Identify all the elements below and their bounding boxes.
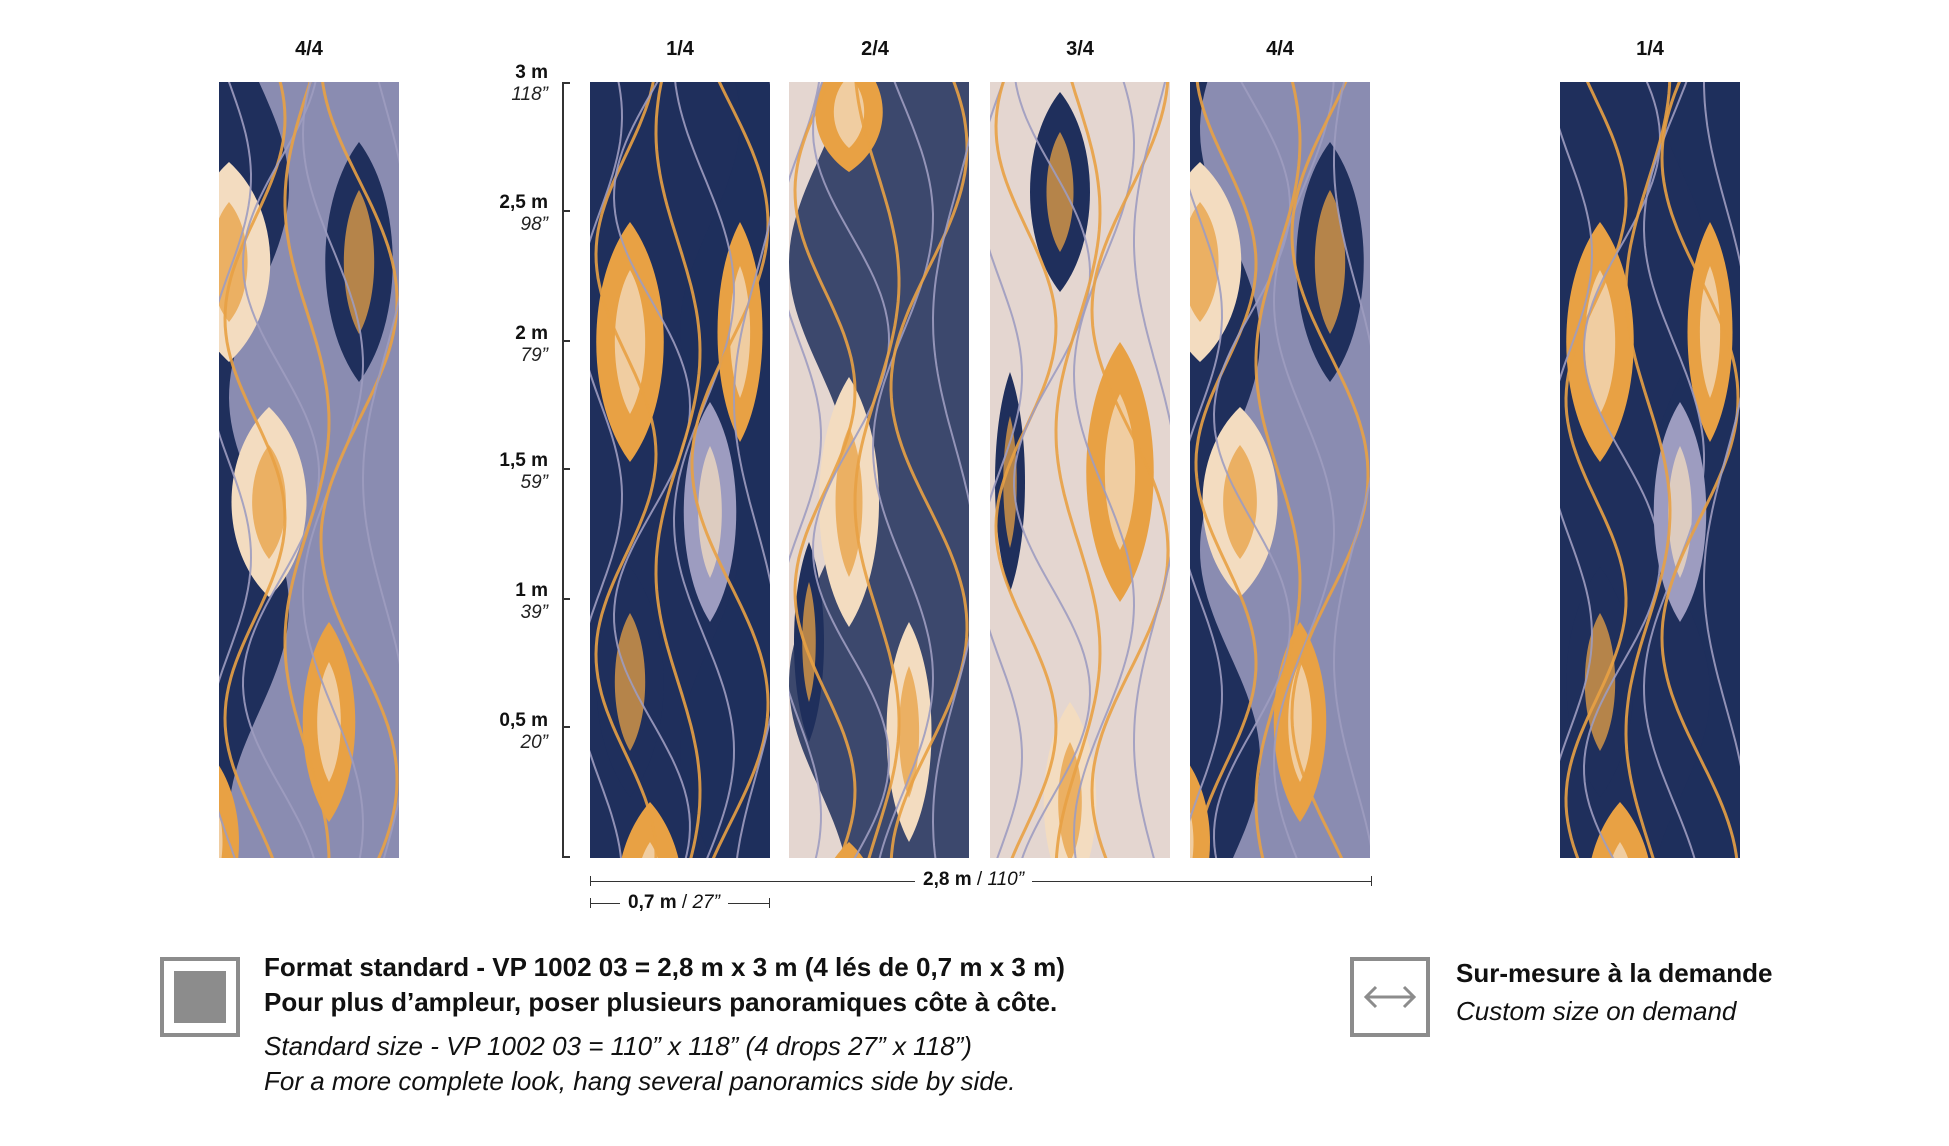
panel-label-drop-4: 4/4 [1266,38,1294,60]
scale-label-imperial: 98” [520,213,548,235]
scale-tick [562,726,570,728]
height-scale-line [562,82,564,858]
wallpaper-panel-drop-4 [1190,82,1370,858]
wallpaper-pattern [219,82,399,858]
double-arrow-icon [1363,985,1417,1009]
total-width-tick-right [1371,876,1372,886]
drop-width-imperial: 27” [692,892,720,913]
drop-width-tick-right [769,898,770,908]
scale-label-imperial: 79” [520,344,548,366]
total-width-separator: / [971,869,988,890]
standard-format-tip-en: For a more complete look, hang several p… [264,1066,1016,1096]
scale-label: 2,5 m 98” [478,192,548,236]
total-width-metric: 2,8 m [923,869,972,890]
scale-label-imperial: 20” [520,731,548,753]
scale-tick [562,340,570,342]
wallpaper-panel-right-preview [1560,82,1740,858]
scale-tick [562,82,570,84]
scale-tick [562,598,570,600]
scale-tick [562,210,570,212]
standard-format-icon-fill [174,971,226,1023]
scale-label: 0,5 m 20” [478,710,548,754]
wallpaper-panel-drop-1 [590,82,770,858]
scale-tick [562,468,570,470]
wallpaper-pattern [590,82,770,858]
custom-size-title: Sur-mesure à la demande [1456,958,1773,988]
scale-label: 3 m 118” [478,62,548,106]
scale-label-metric: 0,5 m [499,710,548,731]
drop-width-tick-left [590,898,591,908]
scale-label: 1 m 39” [478,580,548,624]
wallpaper-panel-drop-2 [789,82,969,858]
drop-width-label: 0,7 m / 27” [620,892,728,914]
standard-format-line-fr: Format standard - VP 1002 03 = 2,8 m x 3… [264,952,1065,982]
wallpaper-pattern [990,82,1170,858]
standard-format-line-en: Standard size - VP 1002 03 = 110” x 118”… [264,1031,972,1061]
panel-label-drop-1: 1/4 [666,38,694,60]
scale-label-metric: 2 m [515,323,548,344]
drop-width-metric: 0,7 m [628,892,677,913]
panel-label-left-preview: 4/4 [295,38,323,60]
scale-label-imperial: 118” [511,83,548,105]
wallpaper-pattern [1190,82,1370,858]
scale-tick-bottom [562,856,570,858]
scale-label-metric: 1 m [515,580,548,601]
scale-label-imperial: 39” [520,601,548,623]
wallpaper-pattern [1560,82,1740,858]
total-width-label: 2,8 m / 110” [915,869,1033,891]
panel-label-drop-3: 3/4 [1066,38,1094,60]
scale-label: 1,5 m 59” [478,450,548,494]
total-width-tick-left [590,876,591,886]
custom-size-icon [1350,957,1430,1037]
panel-label-drop-2: 2/4 [861,38,889,60]
wallpaper-panel-left-preview [219,82,399,858]
wallpaper-pattern [789,82,969,858]
custom-size-subtitle: Custom size on demand [1456,996,1737,1026]
scale-label-imperial: 59” [520,471,548,493]
scale-label: 2 m 79” [478,323,548,367]
scale-label-metric: 1,5 m [499,450,548,471]
total-width-imperial: 110” [987,869,1025,890]
standard-format-tip-fr: Pour plus d’ampleur, poser plusieurs pan… [264,987,1058,1017]
panel-label-right-preview: 1/4 [1636,38,1664,60]
scale-label-metric: 3 m [515,62,548,83]
standard-format-icon [160,957,240,1037]
drop-width-separator: / [676,892,693,913]
wallpaper-panel-drop-3 [990,82,1170,858]
scale-label-metric: 2,5 m [499,192,548,213]
